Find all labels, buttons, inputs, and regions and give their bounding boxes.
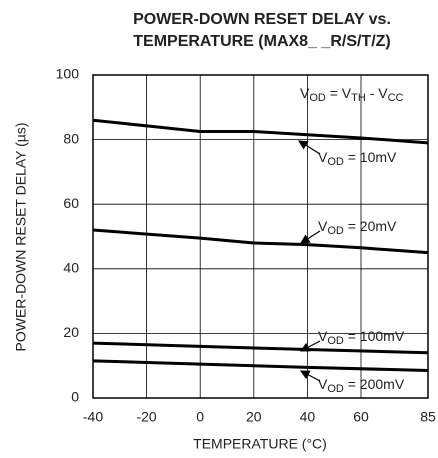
text-part: = 20mV	[344, 218, 397, 234]
subscript: CC	[388, 92, 404, 104]
y-tick-label: 80	[63, 130, 79, 146]
plot-frame	[92, 74, 429, 399]
text-part: = 200mV	[344, 376, 405, 392]
arrow	[299, 370, 321, 382]
text-part: V	[318, 218, 328, 234]
subscript: OD	[309, 92, 326, 104]
arrow	[299, 340, 321, 352]
text-part: = 10mV	[344, 149, 397, 165]
text-part: = V	[326, 85, 352, 101]
x-tick-label: 85	[420, 409, 436, 425]
x-tick-label: 0	[196, 409, 204, 425]
y-tick-label: 100	[56, 66, 80, 82]
annotation: VOD = 200mV	[318, 376, 405, 395]
chart-title: TEMPERATURE (MAX8_ _R/S/T/Z)	[133, 33, 391, 50]
subscript: OD	[327, 156, 344, 168]
arrow	[297, 140, 321, 155]
y-tick-label: 20	[63, 324, 79, 340]
line-series	[92, 341, 429, 355]
text-part: = 100mV	[344, 328, 405, 344]
text-part: - V	[366, 85, 388, 101]
annotation: VOD = 100mV	[318, 328, 405, 347]
line-series	[92, 228, 429, 255]
subscript: OD	[327, 335, 344, 347]
x-tick-label: 40	[300, 409, 316, 425]
subscript: OD	[327, 383, 344, 395]
arrow	[299, 230, 321, 244]
chart-title: POWER-DOWN RESET DELAY vs.	[133, 11, 391, 28]
x-tick-label: 20	[246, 409, 262, 425]
subscript: TH	[351, 92, 366, 104]
x-tick-label: 60	[353, 409, 369, 425]
text-part: V	[318, 376, 328, 392]
line-series	[92, 359, 429, 373]
y-tick-label: 40	[63, 260, 79, 276]
annotation: VOD = VTH - VCC	[300, 85, 404, 104]
y-axis-label: POWER-DOWN RESET DELAY (µs)	[13, 123, 29, 352]
x-axis-label: TEMPERATURE (°C)	[193, 436, 327, 452]
subscript: OD	[327, 225, 344, 237]
y-tick-label: 0	[71, 389, 79, 405]
annotation: VOD = 20mV	[318, 218, 397, 237]
text-part: V	[318, 328, 328, 344]
line-series	[92, 118, 429, 145]
annotation: VOD = 10mV	[318, 149, 397, 168]
y-tick-label: 60	[63, 195, 79, 211]
x-tick-label: -40	[83, 409, 103, 425]
x-tick-label: -20	[136, 409, 156, 425]
text-part: V	[318, 149, 328, 165]
text-part: V	[300, 85, 310, 101]
